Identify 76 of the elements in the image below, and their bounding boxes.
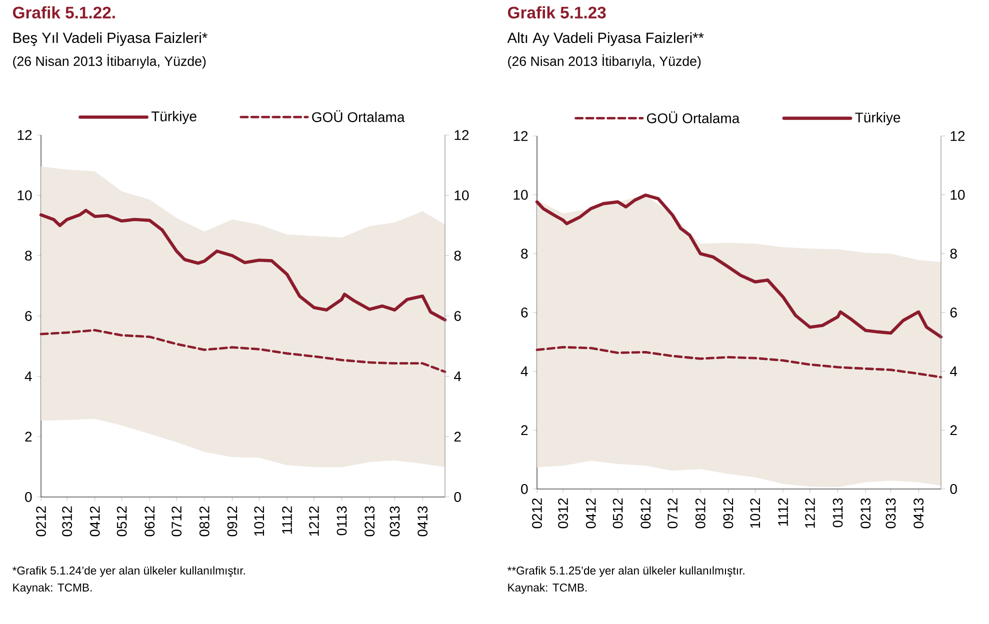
y-tick-label: 10 bbox=[18, 190, 32, 200]
x-tick-label: 0912 bbox=[227, 506, 238, 536]
text: Kaynak: TCMB. bbox=[13, 583, 92, 594]
y-tick-label: 0 bbox=[25, 492, 32, 502]
x-tick-label: 0512 bbox=[612, 498, 623, 528]
line-series bbox=[536, 346, 942, 378]
x-tick-label: 0312 bbox=[558, 498, 568, 528]
legend-label: GOÜ Ortalama bbox=[647, 111, 740, 124]
y-tick-label: 2 bbox=[521, 425, 528, 436]
y2-tick-label: 8 bbox=[454, 250, 461, 261]
text: *Grafik 5.1.24’de yer alan ülkeler kullanılmıştır. bbox=[12, 566, 245, 577]
x-tick-label: 1212 bbox=[805, 498, 815, 528]
chart-title: Grafik 5.1.22. bbox=[12, 6, 115, 18]
line-series bbox=[39, 208, 447, 322]
y-tick-label: 4 bbox=[24, 372, 32, 382]
y-tick-label: 12 bbox=[514, 131, 528, 141]
x-tick-label: 0512 bbox=[116, 506, 127, 536]
x-tick-label: 1112 bbox=[778, 498, 788, 526]
x-tick-label: 1212 bbox=[309, 506, 319, 536]
x-tick-label: 0912 bbox=[723, 498, 734, 528]
y2-tick-label: 12 bbox=[950, 131, 965, 141]
y-tick-label: 6 bbox=[521, 308, 528, 318]
text: (26 Nisan 2013 İtibarıyla, Yüzde) bbox=[13, 54, 206, 69]
y-tick-label: 6 bbox=[25, 311, 32, 321]
x-tick-label: 0113 bbox=[832, 498, 843, 528]
legend-label: GOÜ Ortalama bbox=[312, 110, 405, 122]
y2-tick-label: 0 bbox=[454, 492, 461, 502]
x-tick-label: 0412 bbox=[90, 506, 100, 536]
y2-tick-label: 4 bbox=[950, 366, 958, 376]
x-tick-label: 0213 bbox=[860, 498, 871, 528]
y2-tick-label: 0 bbox=[950, 484, 957, 494]
x-tick-label: 0612 bbox=[640, 498, 651, 528]
y-tick-label: 2 bbox=[25, 432, 32, 442]
legend-label: Türkiye bbox=[151, 111, 196, 124]
y2-tick-label: 2 bbox=[454, 432, 461, 442]
x-tick-label: 0712 bbox=[668, 498, 678, 528]
x-tick-label: 0312 bbox=[62, 506, 72, 536]
x-tick-label: 1012 bbox=[750, 498, 760, 528]
x-tick-label: 0612 bbox=[144, 506, 155, 536]
x-tick-label: 0412 bbox=[586, 498, 596, 528]
x-tick-label: 0812 bbox=[695, 498, 706, 528]
y2-tick-label: 10 bbox=[454, 190, 469, 200]
x-tick-label: 0113 bbox=[336, 506, 347, 536]
y2-tick-label: 4 bbox=[454, 372, 462, 382]
chart-subtitle: Beş Yıl Vadeli Piyasa Faizleri* bbox=[13, 32, 208, 46]
y-tick-label: 10 bbox=[514, 190, 528, 200]
x-tick-label: 1012 bbox=[254, 506, 264, 536]
y2-tick-label: 12 bbox=[454, 130, 469, 140]
x-tick-label: 0212 bbox=[36, 506, 46, 536]
y2-tick-label: 2 bbox=[950, 425, 957, 436]
x-tick-label: 0213 bbox=[364, 506, 375, 536]
chart-subtitle: Altı Ay Vadeli Piyasa Faizleri** bbox=[507, 32, 704, 46]
y2-tick-label: 8 bbox=[950, 248, 957, 259]
line-series bbox=[535, 194, 943, 338]
y-tick-label: 8 bbox=[521, 248, 528, 259]
x-tick-label: 0812 bbox=[199, 506, 210, 536]
y2-tick-label: 6 bbox=[950, 308, 957, 318]
text: Kaynak: TCMB. bbox=[508, 583, 587, 594]
x-tick-label: 0413 bbox=[418, 506, 428, 536]
y-tick-label: 8 bbox=[25, 250, 32, 261]
legend-label: Türkiye bbox=[855, 112, 900, 126]
y2-tick-label: 10 bbox=[950, 190, 965, 200]
x-tick-label: 0313 bbox=[886, 498, 896, 528]
line-series bbox=[40, 328, 446, 373]
x-tick-label: 0212 bbox=[532, 498, 542, 528]
text: (26 Nisan 2013 İtibarıyla, Yüzde) bbox=[508, 54, 701, 69]
y2-tick-label: 6 bbox=[454, 311, 461, 321]
x-tick-label: 0712 bbox=[172, 506, 182, 536]
y-tick-label: 12 bbox=[18, 130, 32, 140]
text: **Grafik 5.1.25’de yer alan ülkeler kullanılmıştır. bbox=[507, 566, 744, 577]
y-tick-label: 0 bbox=[521, 484, 528, 494]
y-tick-label: 4 bbox=[520, 366, 528, 376]
chart-title: Grafik 5.1.23 bbox=[508, 6, 606, 19]
x-tick-label: 0413 bbox=[914, 498, 924, 528]
x-tick-label: 1112 bbox=[282, 506, 292, 534]
x-tick-label: 0313 bbox=[390, 506, 400, 536]
